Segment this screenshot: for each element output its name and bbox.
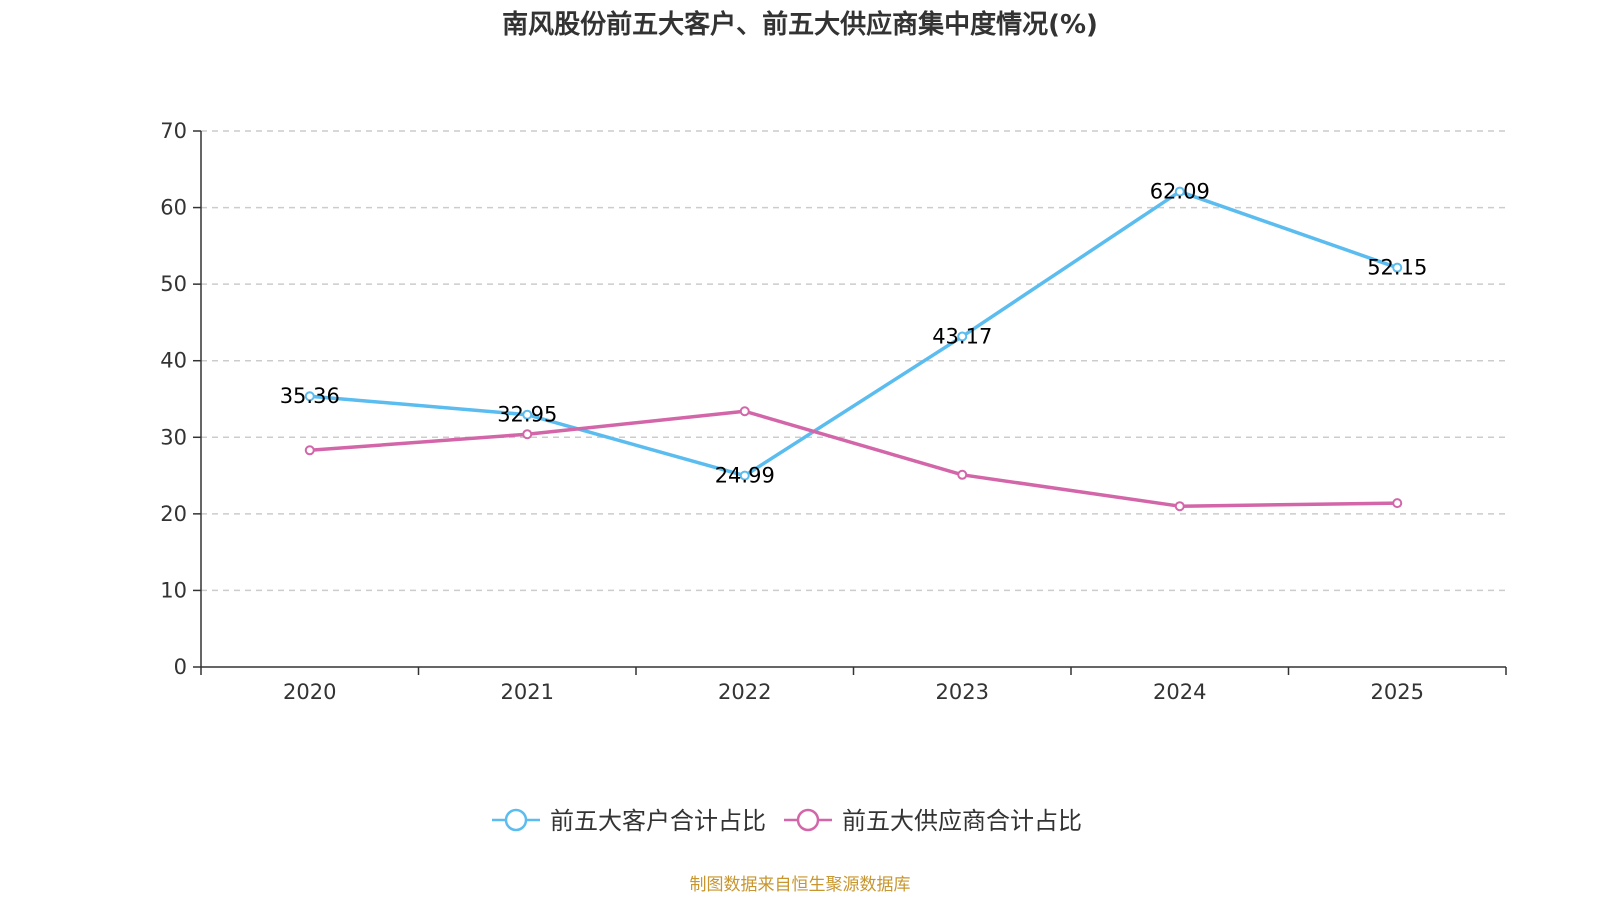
- y-tick-label: 0: [174, 655, 187, 679]
- data-label: 35.36: [280, 384, 340, 408]
- data-point: [1174, 186, 1185, 197]
- data-point: [522, 409, 533, 420]
- series-group: [304, 186, 1403, 512]
- data-point: [739, 406, 750, 417]
- data-point: [957, 469, 968, 480]
- source-note: 制图数据来自恒生聚源数据库: [690, 875, 911, 895]
- data-point: [739, 470, 750, 481]
- data-point: [304, 391, 315, 402]
- y-tick-label: 70: [160, 119, 187, 143]
- data-point: [1392, 262, 1403, 273]
- x-tick-label: 2021: [501, 680, 554, 704]
- data-label: 24.99: [715, 464, 775, 488]
- legend: 前五大客户合计占比 前五大供应商合计占比: [492, 807, 1082, 835]
- data-label: 43.17: [932, 324, 992, 348]
- grid-lines: [201, 130, 1506, 592]
- x-tick-label: 2022: [718, 680, 771, 704]
- y-tick-label: 40: [160, 349, 187, 373]
- data-label: 62.09: [1150, 180, 1210, 204]
- series-line-2: [309, 409, 1398, 508]
- y-tick-label: 10: [160, 578, 187, 602]
- legend-marker: [796, 808, 820, 832]
- data-point: [1392, 498, 1403, 509]
- x-tick-label: 2023: [936, 680, 989, 704]
- legend-label: 前五大客户合计占比: [550, 807, 766, 835]
- series-line-1: [309, 189, 1398, 478]
- data-labels: 35.36 32.95 24.99 43.17 62.09 52.15: [280, 180, 1428, 488]
- legend-label: 前五大供应商合计占比: [842, 807, 1082, 835]
- data-label: 32.95: [497, 403, 557, 427]
- y-tick-label: 30: [160, 425, 187, 449]
- y-tick-label: 50: [160, 272, 187, 296]
- x-tick-label: 2020: [283, 680, 336, 704]
- data-label: 52.15: [1367, 256, 1427, 280]
- data-point: [522, 429, 533, 440]
- y-tick-label: 60: [160, 196, 187, 220]
- y-tick-label: 20: [160, 502, 187, 526]
- data-point: [1174, 501, 1185, 512]
- data-point: [304, 445, 315, 456]
- x-tick-label: 2024: [1153, 680, 1206, 704]
- axes: 0 10 20 30 40 50 60 70 2020 2021 2022 2023 2024 2025: [160, 119, 1507, 704]
- x-tick-label: 2025: [1371, 680, 1424, 704]
- legend-marker: [504, 808, 528, 832]
- data-point: [957, 331, 968, 342]
- chart-title: 南风股份前五大客户、前五大供应商集中度情况(%): [502, 9, 1098, 40]
